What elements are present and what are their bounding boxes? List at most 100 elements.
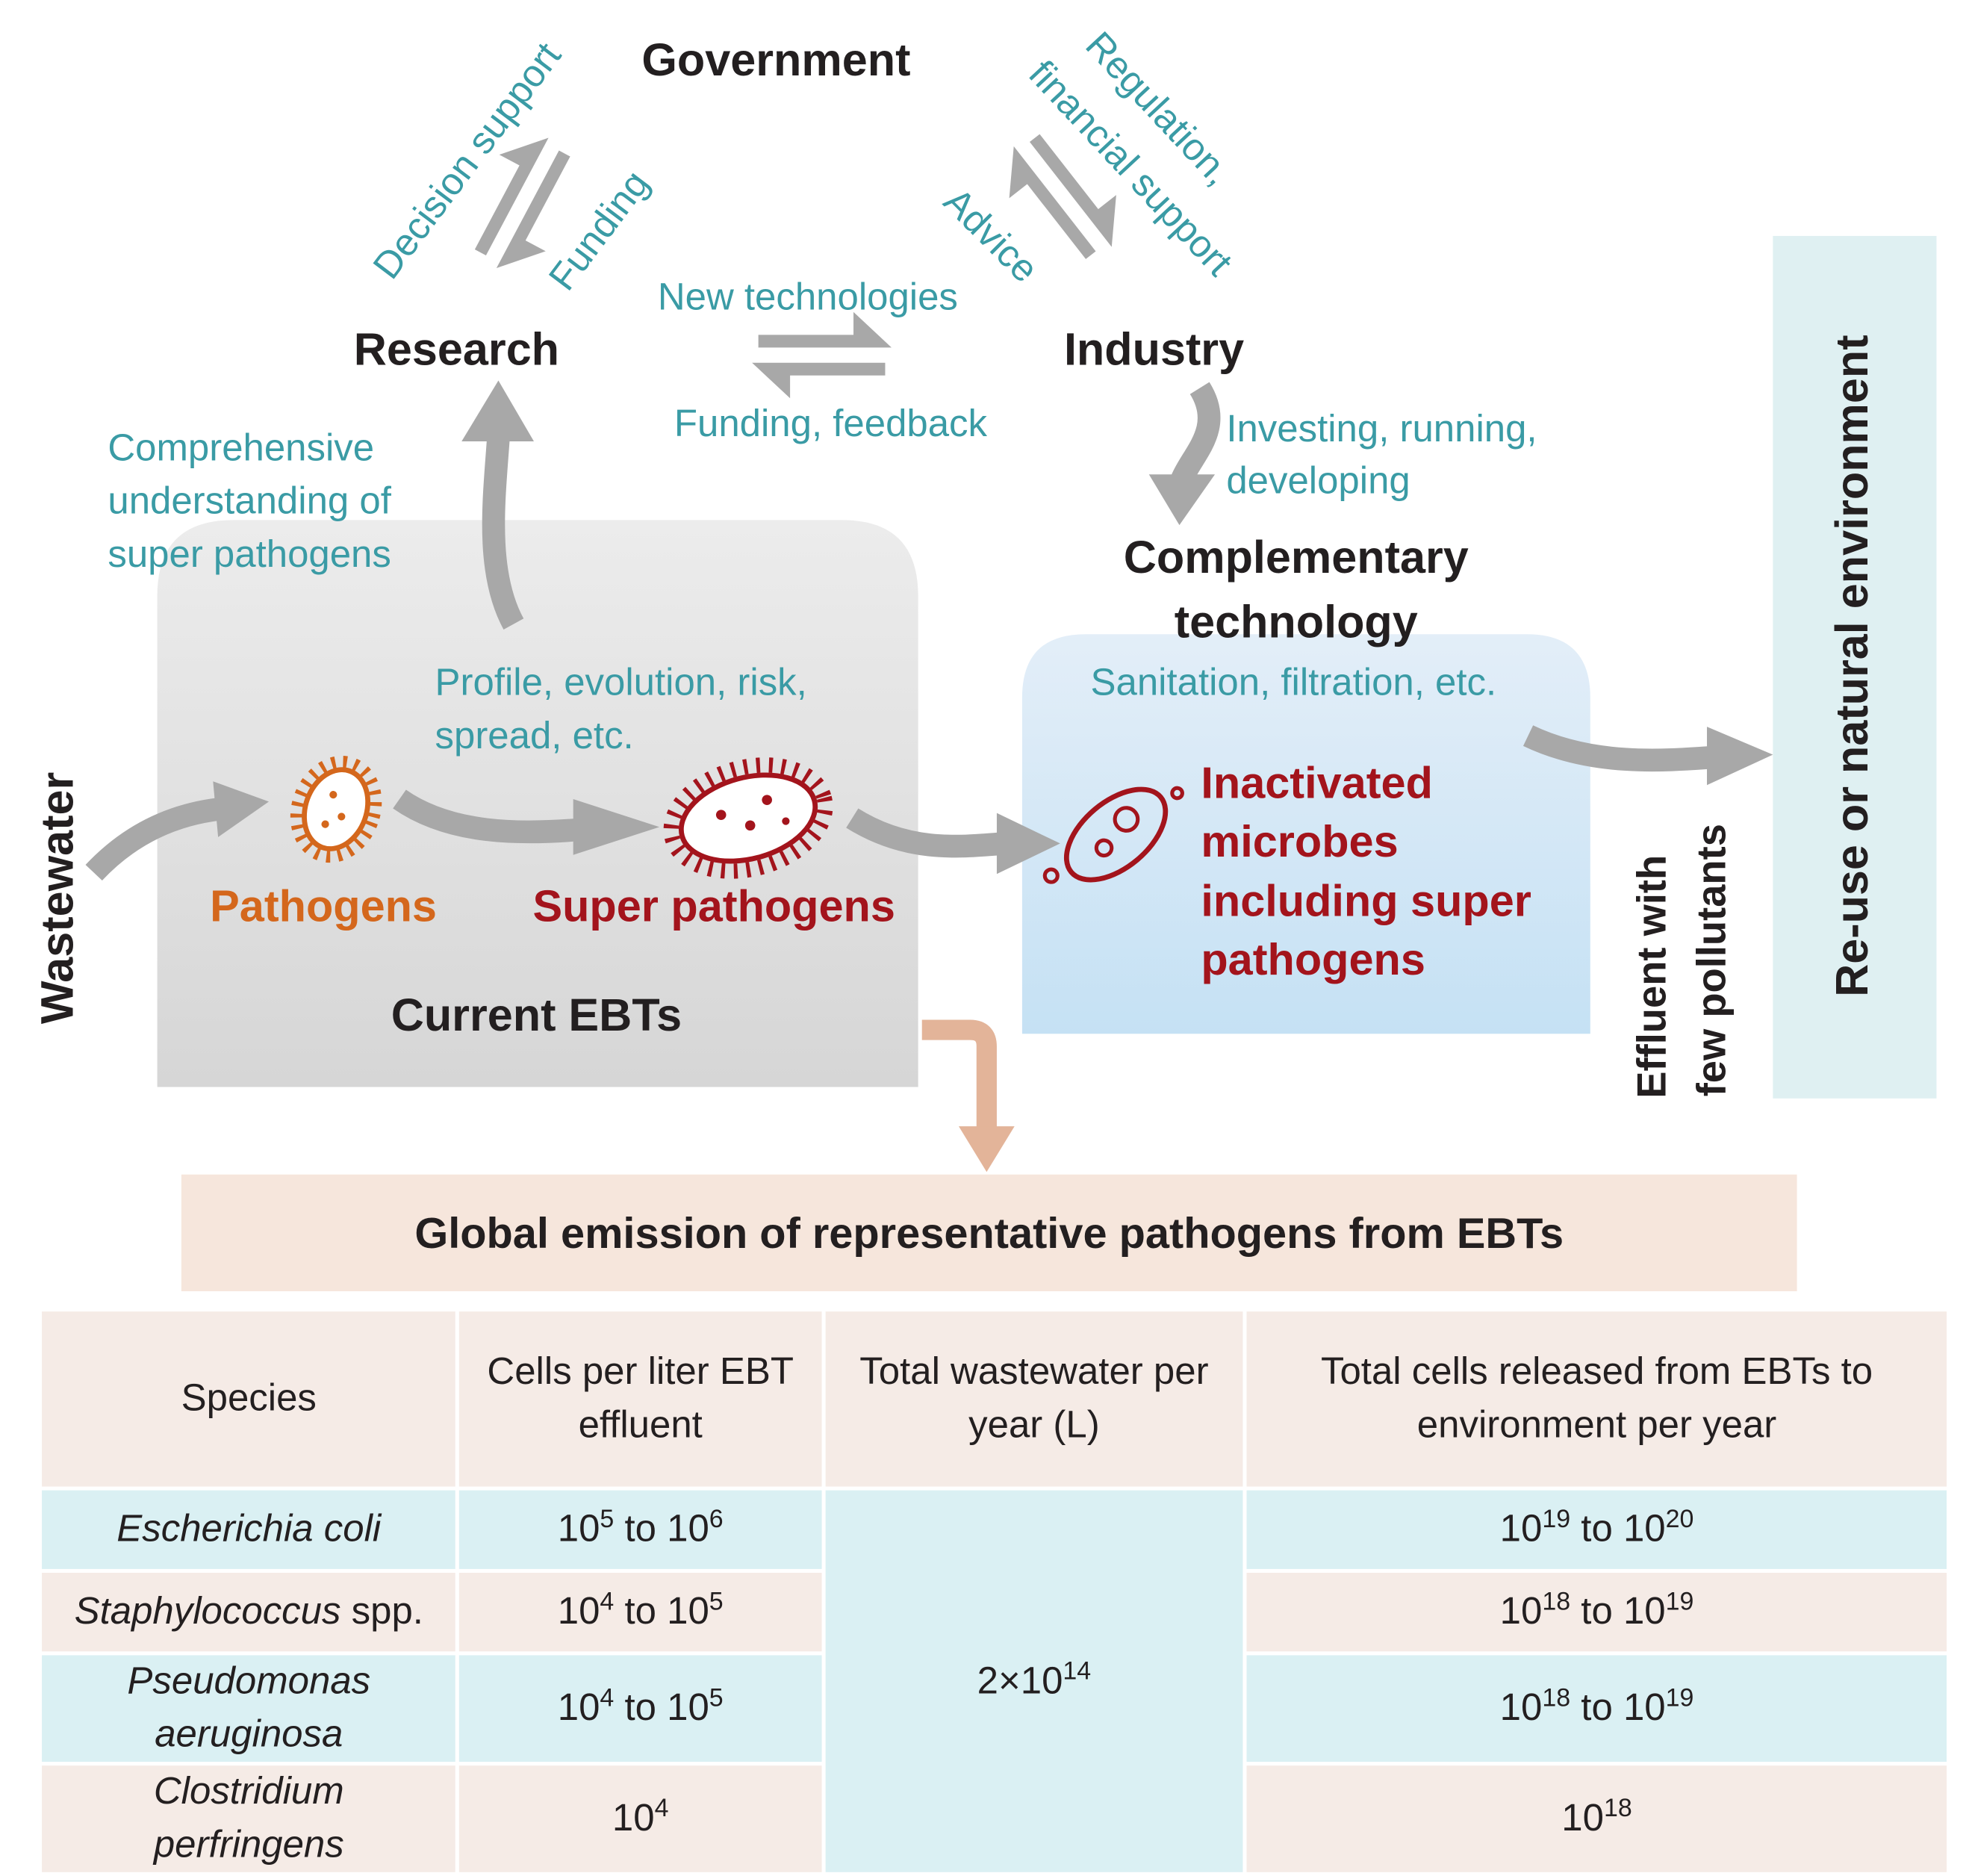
text-segment: Pseudomonas aeruginosa — [127, 1660, 371, 1756]
node-label: few pollutants — [1689, 824, 1735, 1096]
icon-dot — [1113, 806, 1140, 833]
header-cell: Total cells released from EBTs to enviro… — [1247, 1311, 1947, 1487]
text-segment: 19 — [1665, 1684, 1694, 1712]
text-segment: to 10 — [614, 1508, 709, 1550]
species-cell: Clostridium perfringens — [42, 1765, 456, 1872]
harpoon — [758, 311, 892, 348]
flow-label: Advice — [936, 180, 1046, 291]
orange-arrow — [921, 1019, 997, 1131]
cells-cell: 104 — [459, 1765, 821, 1872]
text-segment: 19 — [1542, 1505, 1571, 1534]
harpoon — [752, 362, 886, 399]
flow-label: developing — [1226, 459, 1410, 502]
icon-dot — [782, 817, 790, 825]
icon-body — [1063, 786, 1169, 883]
text-segment: 4 — [600, 1588, 615, 1616]
text-segment: 18 — [1542, 1684, 1571, 1712]
harpoon-pair — [752, 311, 892, 399]
released-cell: 1019 to 1020 — [1247, 1490, 1947, 1569]
flow-label: Funding, feedback — [674, 402, 988, 444]
node-label: Current EBTs — [391, 990, 682, 1040]
icon-dot — [744, 820, 756, 831]
arrow-head — [1148, 474, 1216, 526]
released-cell: 1018 — [1247, 1765, 1947, 1872]
table-body: Species Cells per liter EBT effluent Total… — [42, 1311, 1947, 1872]
flow-label: Comprehensive — [108, 426, 374, 468]
node-label: technology — [1175, 596, 1418, 647]
text-segment: 5 — [600, 1505, 615, 1534]
text-segment: 5 — [709, 1588, 724, 1616]
node-label: Re-use or natural environment — [1826, 335, 1877, 996]
flow-label: super pathogens — [108, 532, 391, 575]
cells-cell: 104 to 105 — [459, 1655, 821, 1762]
text-segment: 2×10 — [977, 1659, 1063, 1702]
icon-body — [678, 772, 818, 864]
text-segment: to 10 — [614, 1686, 709, 1729]
data-row: Pseudomonas aeruginosa 104 to 105 1018 to … — [42, 1655, 1947, 1762]
cells-cell: 105 to 106 — [459, 1490, 821, 1569]
node-label: Effluent with — [1629, 855, 1675, 1099]
icon-dot — [715, 810, 727, 820]
text-segment: 20 — [1665, 1505, 1694, 1534]
text-segment: 10 — [1499, 1686, 1543, 1729]
arrow-head — [958, 1126, 1015, 1172]
node-label: Industry — [1064, 323, 1244, 374]
arrow-head — [996, 813, 1060, 875]
harpoon-pair — [1009, 134, 1116, 259]
text-segment: 6 — [709, 1505, 724, 1534]
ebt-box — [157, 520, 918, 1087]
text-segment: 4 — [654, 1795, 669, 1823]
text-segment: 4 — [600, 1684, 615, 1712]
harpoon — [474, 137, 549, 255]
arrow-head — [213, 781, 270, 837]
icon-dot — [1094, 838, 1114, 858]
released-cell: 1018 to 1019 — [1247, 1573, 1947, 1652]
organism-label: including super — [1201, 876, 1531, 926]
node-label: Government — [641, 34, 910, 85]
text-segment: to 10 — [1570, 1686, 1666, 1729]
organism-label: Super pathogens — [532, 880, 895, 931]
harpoon-pair — [474, 137, 570, 269]
node-label: Complementary — [1124, 532, 1469, 583]
arrow — [1171, 382, 1221, 485]
icon-hairs — [290, 755, 382, 863]
flow-label: Profile, evolution, risk, — [435, 661, 807, 704]
node-label: Research — [354, 323, 559, 374]
title-box — [181, 1174, 1797, 1291]
text-segment: Staphylococcus — [74, 1590, 341, 1633]
harpoon — [1009, 146, 1096, 259]
text-segment: 18 — [1542, 1588, 1571, 1616]
reuse-box — [1773, 235, 1937, 1099]
text-segment: Escherichia coli — [116, 1508, 382, 1550]
organism-label: Inactivated — [1201, 758, 1433, 808]
text-segment: 10 — [1561, 1797, 1604, 1839]
arrow — [846, 808, 1006, 858]
flow-label: Funding — [541, 163, 657, 298]
harpoon — [496, 150, 570, 269]
header-cell: Cells per liter EBT effluent — [459, 1311, 821, 1487]
released-cell: 1018 to 1019 — [1247, 1655, 1947, 1762]
species-cell: Escherichia coli — [42, 1490, 456, 1569]
icon-dot — [329, 791, 338, 799]
flow-label: Investing, running, — [1226, 407, 1537, 450]
organism-label: microbes — [1201, 816, 1398, 866]
pathogen-icon — [290, 755, 382, 863]
text-segment: to 10 — [1570, 1590, 1666, 1633]
icon-fragment — [1170, 786, 1184, 801]
flow-label: New technologies — [658, 275, 958, 317]
super-pathogen-icon — [663, 757, 833, 879]
arrow — [1522, 725, 1716, 772]
icon-fragment — [1042, 867, 1060, 884]
text-segment: spp. — [340, 1590, 423, 1633]
organism-label: Pathogens — [210, 880, 437, 931]
arrow — [393, 789, 582, 844]
text-segment: 10 — [557, 1686, 600, 1729]
table-title: Global emission of representative pathog… — [414, 1210, 1564, 1258]
wastewater-cell: 2×1014 — [824, 1490, 1243, 1872]
arrow-head — [1707, 727, 1773, 786]
arrow-head — [461, 380, 535, 442]
text-segment: 19 — [1665, 1588, 1694, 1616]
